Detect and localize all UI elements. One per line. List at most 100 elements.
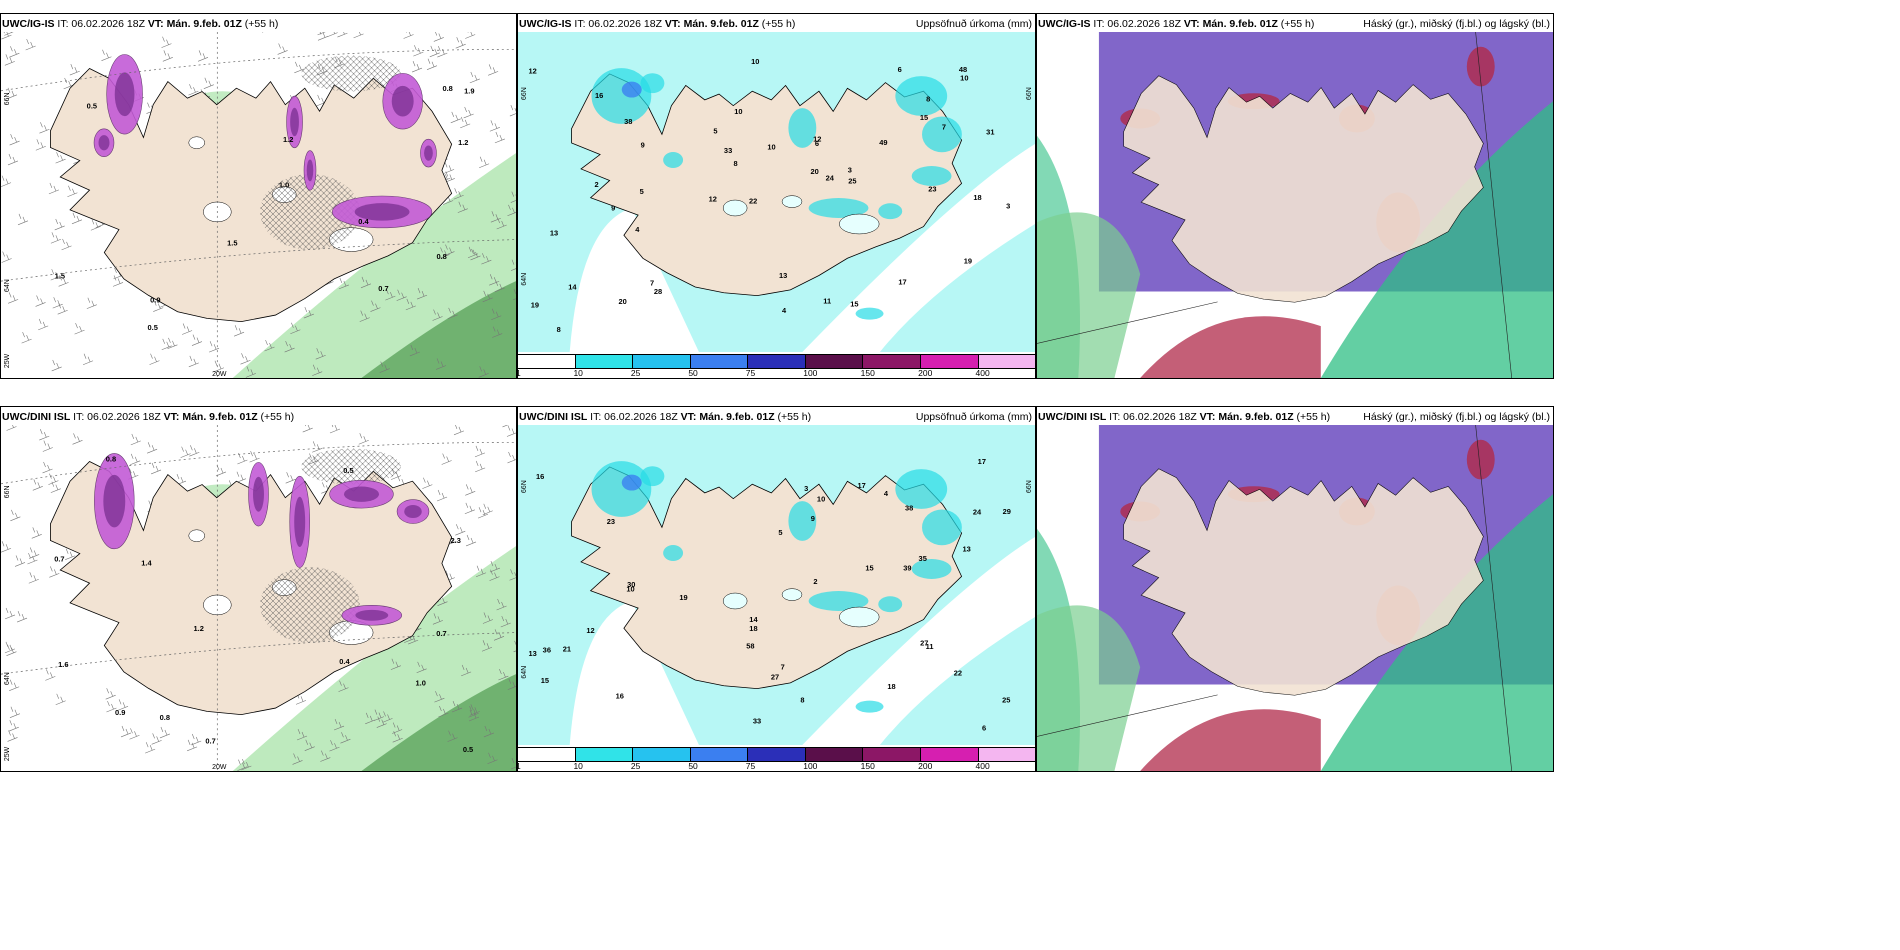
dry-area xyxy=(802,144,1035,352)
map-svg[interactable]: 66N64N66N1310161518272417233536303319293… xyxy=(518,425,1035,745)
wind-barb xyxy=(469,704,480,716)
wind-barb xyxy=(191,334,203,346)
wind-barb xyxy=(483,725,494,738)
wind-barb xyxy=(487,752,498,765)
value-label: 2.3 xyxy=(451,536,461,545)
panel-r0-snow: UWC/IG-IS IT: 06.02.2026 18Z VT: Mán. 9.… xyxy=(0,13,517,379)
map-svg[interactable]: 66N64N66N1210131081063154831289719428244… xyxy=(518,32,1035,352)
value-label: 28 xyxy=(654,287,662,296)
wind-barb xyxy=(161,36,172,48)
wind-barb xyxy=(237,759,248,771)
map-svg[interactable]: 66N 64N 25W 20W 0.5 0.9 0.8 1.9 1.0 0.5 0.4 1.5 0.7 1… xyxy=(1,32,516,378)
wind-barb xyxy=(413,45,424,57)
wind-barb xyxy=(4,607,16,620)
value-label: 8 xyxy=(800,695,804,704)
value-label: 48 xyxy=(959,65,967,74)
colorbar-swatch xyxy=(748,355,806,368)
precip-patch xyxy=(591,68,652,124)
map-snow[interactable]: 66N 64N 25W 20W 2.3 1.0 0.5 0.4 1.2 0.9 0.7 0.5 0.8 0… xyxy=(1,425,516,771)
value-label: 1.9 xyxy=(464,86,474,95)
wind-barb xyxy=(465,484,476,496)
low-cloud-band xyxy=(1320,101,1553,378)
wind-barb xyxy=(187,739,198,752)
wind-barb xyxy=(416,661,427,674)
value-label: 1.2 xyxy=(458,138,468,147)
wind-barb xyxy=(49,566,60,578)
precip-peak xyxy=(621,474,642,491)
wind-barb xyxy=(338,680,349,692)
colorbar-label: 200 xyxy=(918,368,933,378)
map-clouds[interactable] xyxy=(1037,425,1553,771)
wind-barb xyxy=(365,712,376,725)
lat-label: 64N xyxy=(521,666,528,679)
wind-barb xyxy=(63,77,74,90)
wind-barb xyxy=(460,116,471,129)
wind-barb xyxy=(58,275,69,287)
map-svg[interactable] xyxy=(1037,32,1553,378)
wind-barb xyxy=(61,238,72,251)
value-label: 2 xyxy=(594,180,598,189)
wind-barb xyxy=(359,310,370,322)
map-precip[interactable]: 66N 64N 66N 13 10 16 15 18 27 24 17 23 35 36 30 33 19 29 3… xyxy=(518,425,1035,745)
value-label: 31 xyxy=(986,128,994,137)
low-cloud-area xyxy=(1037,605,1141,771)
wind-barb xyxy=(438,705,449,718)
wind-barb xyxy=(48,182,59,195)
wind-barb xyxy=(496,598,507,611)
wind-barb xyxy=(482,612,493,624)
wind-barb xyxy=(54,218,65,231)
value-label: 8 xyxy=(557,325,561,334)
wind-barb xyxy=(4,641,16,654)
wind-barb xyxy=(507,204,516,217)
map-snow[interactable]: 66N 64N 25W 20W 0.5 0.9 0.8 1.9 1.0 0.5 0.4 1.5 0.7 1… xyxy=(1,32,516,378)
wind-barb xyxy=(120,725,132,738)
map-precip[interactable]: 66N 64N 66N 12 10 13 10 8 10 6 3 15 48 31 28 9 7 19 4 2 8 24 4… xyxy=(518,32,1035,352)
wind-barb xyxy=(69,64,80,76)
colorbar-label: 10 xyxy=(573,368,583,378)
wind-barb xyxy=(409,344,420,357)
wind-barb xyxy=(507,678,516,690)
wind-barb xyxy=(1,32,12,40)
panel-right-title: Uppsöfnuð úrkoma (mm) xyxy=(915,411,1032,423)
value-label: 0.8 xyxy=(160,713,170,722)
value-label: 11 xyxy=(926,642,934,651)
value-label: 18 xyxy=(973,193,981,202)
wind-barb xyxy=(9,706,21,718)
value-label: 3 xyxy=(848,165,852,174)
value-label: 17 xyxy=(858,481,866,490)
wind-barb xyxy=(6,644,17,656)
value-label: 0.8 xyxy=(106,454,116,463)
precip-patch xyxy=(855,700,884,713)
wind-barb xyxy=(467,246,479,259)
panel-r1-clouds: UWC/DINI ISL IT: 06.02.2026 18Z VT: Mán.… xyxy=(1036,406,1554,772)
precip-patch xyxy=(922,509,962,546)
value-label: 7 xyxy=(781,663,785,672)
value-label: 4 xyxy=(635,225,640,234)
wind-barb xyxy=(429,45,440,58)
value-label: 10 xyxy=(751,57,759,66)
precip-patch xyxy=(808,591,869,611)
map-clouds[interactable] xyxy=(1037,32,1553,378)
wind-barb xyxy=(1,541,12,553)
wind-barb xyxy=(129,728,140,740)
wind-barb xyxy=(162,50,173,62)
colorbar-swatch xyxy=(748,748,806,761)
wind-barb xyxy=(491,308,502,321)
glacier xyxy=(722,592,748,610)
map-svg[interactable]: 66N 64N 25W 20W 2.3 1.0 0.5 0.4 1.2 0.9 0.7 0.5 0.8 0… xyxy=(1,425,516,771)
wind-barb xyxy=(492,326,503,338)
wind-barb xyxy=(455,524,466,536)
wind-barb xyxy=(130,453,141,466)
iceland-land xyxy=(50,461,453,716)
value-label: 19 xyxy=(679,593,687,602)
value-label: 10 xyxy=(767,143,775,152)
wind-barb xyxy=(494,131,505,144)
value-label: 16 xyxy=(616,691,624,700)
value-label: 23 xyxy=(607,517,615,526)
value-label: 1.2 xyxy=(283,135,293,144)
wind-barb xyxy=(392,722,403,734)
value-label: 18 xyxy=(749,624,757,633)
wind-barb xyxy=(16,611,28,623)
wind-barb xyxy=(317,32,326,36)
map-svg[interactable] xyxy=(1037,425,1553,771)
